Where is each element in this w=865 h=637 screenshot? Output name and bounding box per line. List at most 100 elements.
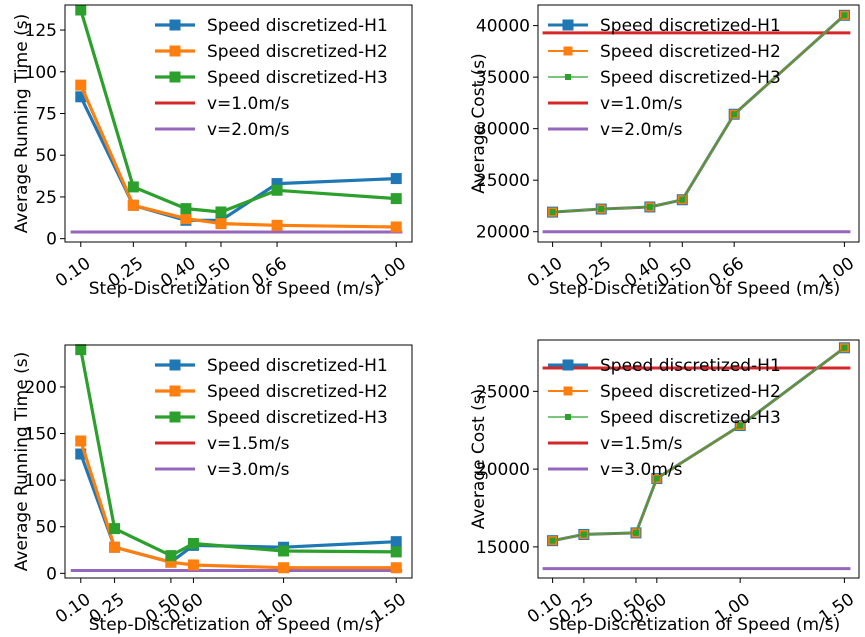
data-point-h2-5	[390, 221, 402, 233]
y-tick-label: 20000	[476, 223, 530, 243]
x-axis-label: Step-Discretization of Speed (m/s)	[89, 615, 381, 635]
legend: Speed discretized-H1 Speed discretized-H2…	[548, 356, 781, 480]
legend-label: Speed discretized-H3	[600, 68, 781, 88]
y-tick-label: 25000	[476, 382, 530, 402]
legend-label: Speed discretized-H3	[207, 408, 388, 428]
data-point-h2-0	[75, 79, 87, 91]
y-tick-label: 0	[46, 230, 57, 250]
legend-marker	[563, 46, 573, 56]
data-point-h3-2	[165, 550, 177, 562]
data-point-h2-3	[215, 218, 227, 230]
legend-label: v=2.0m/s	[207, 120, 290, 140]
y-tick-label: 125	[25, 21, 57, 41]
legend-label: v=1.0m/s	[600, 94, 683, 114]
data-point-h3-2	[632, 529, 639, 536]
y-tick-label: 25	[35, 188, 57, 208]
data-point-h3-3	[187, 538, 199, 550]
x-axis-label: Step-Discretization of Speed (m/s)	[549, 615, 841, 635]
y-tick-label: 150	[25, 425, 57, 445]
data-point-h3-5	[390, 193, 402, 205]
legend-label: v=1.5m/s	[600, 434, 683, 454]
series-line-h3	[79, 9, 397, 214]
data-point-h2-2	[165, 556, 177, 568]
y-tick-label: 0	[46, 564, 57, 584]
plot-frame	[64, 344, 413, 579]
legend-label: v=3.0m/s	[207, 460, 290, 480]
y-tick-label: 100	[25, 471, 57, 491]
data-point-h3-1	[127, 181, 139, 193]
data-point-h1-5	[390, 536, 402, 548]
data-point-h3-0	[75, 4, 87, 16]
legend-label: v=2.0m/s	[600, 120, 683, 140]
data-point-h2-4	[278, 562, 290, 574]
data-point-h3-0	[549, 209, 556, 216]
x-axis-label: Step-Discretization of Speed (m/s)	[549, 279, 841, 299]
data-point-h3-1	[598, 206, 605, 213]
data-point-h3-1	[580, 531, 587, 538]
legend-marker	[562, 359, 574, 371]
legend-marker	[169, 71, 181, 83]
y-tick-label: 100	[25, 63, 57, 83]
y-tick-label: 50	[35, 146, 57, 166]
y-axis-label: Average Cost (s)	[469, 389, 489, 530]
data-point-h2-2	[180, 213, 192, 225]
y-tick-label: 30000	[476, 120, 530, 140]
data-point-h2-4	[271, 219, 283, 231]
series-line-h3	[79, 349, 397, 558]
y-tick-label: 15000	[476, 538, 530, 558]
legend: Speed discretized-H1 Speed discretized-H2…	[155, 356, 388, 480]
y-tick-label: 20000	[476, 460, 530, 480]
legend-label: Speed discretized-H3	[207, 68, 388, 88]
legend-label: Speed discretized-H2	[207, 382, 388, 402]
legend-label: Speed discretized-H1	[600, 16, 781, 36]
y-tick-label: 25000	[476, 171, 530, 191]
series-line-h2	[552, 346, 845, 542]
legend-marker	[562, 19, 574, 31]
legend-label: Speed discretized-H2	[207, 42, 388, 62]
series-line-h2	[79, 440, 397, 570]
y-axis-label: Average Running Time (s)	[12, 14, 32, 233]
data-point-h2-1	[127, 199, 139, 211]
data-point-h3-3	[215, 206, 227, 218]
legend-label: Speed discretized-H1	[207, 356, 388, 376]
data-point-h3-2	[646, 203, 653, 210]
data-point-h3-4	[731, 111, 738, 118]
legend-marker	[563, 386, 573, 396]
data-point-h3-3	[679, 196, 686, 203]
legend: Speed discretized-H1 Speed discretized-H2…	[155, 16, 388, 140]
data-point-h3-2	[180, 203, 192, 215]
data-point-h3-4	[278, 545, 290, 557]
legend-label: v=1.0m/s	[207, 94, 290, 114]
legend-marker	[169, 411, 181, 423]
legend-label: v=1.5m/s	[207, 434, 290, 454]
series-line-h3	[552, 14, 845, 213]
data-point-h1-5	[390, 173, 402, 185]
data-point-h3-3	[653, 475, 660, 482]
y-axis-label: Average Running Time (s)	[12, 352, 32, 571]
legend-marker	[169, 359, 181, 371]
plot-frame	[537, 339, 860, 579]
data-point-h3-4	[271, 184, 283, 196]
legend-label: Speed discretized-H1	[600, 356, 781, 376]
y-tick-label: 35000	[476, 68, 530, 88]
legend-label: Speed discretized-H3	[600, 408, 781, 428]
plot-frame	[537, 4, 860, 243]
data-point-h1-0	[75, 448, 87, 460]
data-point-h2-3	[187, 559, 199, 571]
y-tick-label: 50	[35, 518, 57, 538]
legend-label: Speed discretized-H2	[600, 382, 781, 402]
data-point-h3-4	[737, 422, 744, 429]
y-axis-label: Average Cost (s)	[469, 53, 489, 194]
y-tick-label: 40000	[476, 17, 530, 37]
plot-frame	[64, 4, 413, 243]
data-point-h3-0	[75, 344, 87, 356]
legend-marker	[169, 385, 181, 397]
legend-label: Speed discretized-H2	[600, 42, 781, 62]
series-line-h1	[552, 346, 846, 543]
data-point-h2-0	[75, 435, 87, 447]
